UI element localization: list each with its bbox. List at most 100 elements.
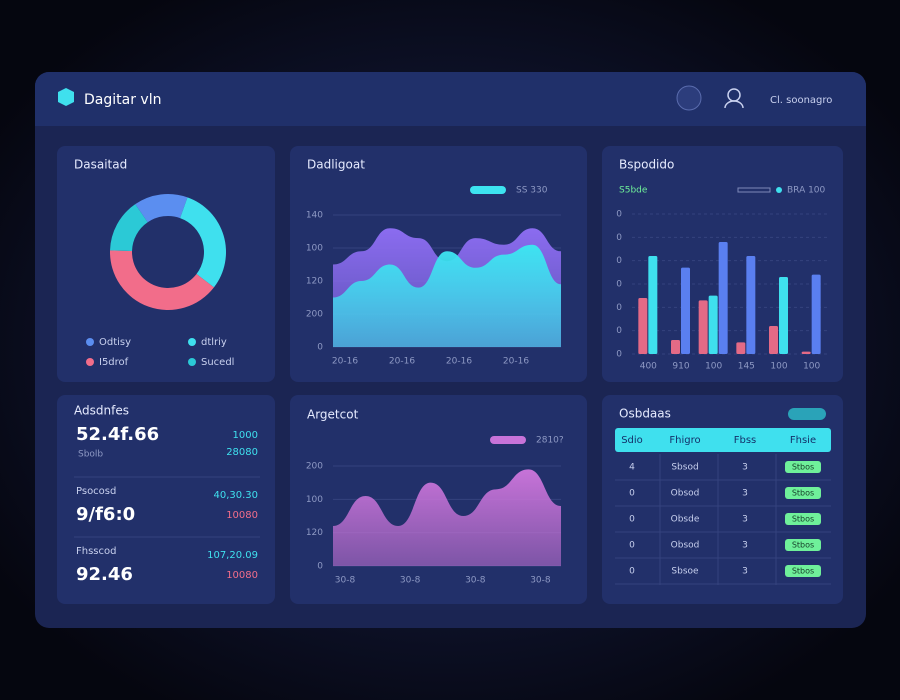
table-cell: 3 (742, 463, 748, 473)
table-cell: 3 (742, 541, 748, 551)
y-tick-label: 120 (306, 528, 323, 538)
legend-label: I5drof (99, 357, 129, 368)
y-tick-label: 200 (306, 462, 323, 472)
card-title: Dasaitad (74, 158, 127, 172)
x-tick-label: 400 (640, 362, 657, 372)
legend-swatch (86, 338, 94, 346)
legend-label: Sucedl (201, 357, 234, 368)
legend-swatch (86, 358, 94, 366)
bar (736, 342, 746, 354)
table-cell: Stbos (792, 567, 814, 576)
y-tick-label: 0 (616, 280, 622, 290)
table-cell: 0 (629, 567, 635, 577)
card-title: Argetcot (307, 408, 359, 422)
legend-swatch (188, 358, 196, 366)
table-cell: 4 (629, 463, 635, 473)
bar (718, 242, 728, 354)
card-title: Osbdaas (619, 407, 671, 421)
legend-label: dtlriy (201, 337, 227, 348)
donut-segment (180, 197, 227, 288)
y-tick-label: 0 (317, 343, 323, 353)
x-tick-label: 30-8 (335, 576, 356, 586)
status-badge (785, 565, 821, 577)
status-badge (785, 513, 821, 525)
stat-right: 40,30.30 (213, 490, 258, 501)
x-tick-label: 20-16 (446, 357, 472, 367)
y-tick-label: 0 (616, 303, 622, 313)
user-name[interactable]: Cl. soonagro (770, 95, 832, 106)
profile-icon-body (724, 100, 744, 109)
legend-label: BRA 100 (787, 186, 826, 196)
notification-icon[interactable] (676, 85, 702, 111)
x-tick-label: 20-16 (389, 357, 415, 367)
card-title: Dadligoat (307, 158, 365, 172)
card (57, 395, 275, 604)
table-cell: Sbsod (671, 463, 698, 473)
bar (681, 267, 690, 354)
stat-right-sub: 10080 (226, 570, 258, 581)
table-header (615, 428, 831, 452)
y-tick-label: 0 (616, 350, 622, 360)
y-tick-label: 100 (306, 495, 323, 505)
x-tick-label: 20-16 (332, 357, 358, 367)
legend-label: S5bde (619, 186, 648, 196)
table-cell: Stbos (792, 489, 814, 498)
legend-label: SS 330 (516, 186, 548, 196)
bar (769, 326, 778, 354)
bar (811, 274, 821, 354)
y-tick-label: 0 (317, 562, 323, 572)
x-tick-label: 145 (738, 362, 755, 372)
legend-swatch (737, 187, 771, 193)
x-tick-label: 100 (770, 362, 787, 372)
table-cell: 3 (742, 567, 748, 577)
y-tick-label: 0 (616, 256, 622, 266)
stat-value: 9/f6:0 (76, 504, 135, 525)
stat-value: 92.46 (76, 564, 133, 585)
x-tick-label: 30-8 (465, 576, 486, 586)
bar (708, 295, 718, 354)
stat-right: 107,20.09 (207, 550, 258, 561)
donut-segment (110, 250, 214, 311)
donut-segment (135, 193, 188, 223)
legend-label: 2810? (536, 436, 564, 446)
y-tick-label: 0 (616, 233, 622, 243)
bar (698, 300, 708, 354)
status-badge (785, 539, 821, 551)
table-cell: 0 (629, 489, 635, 499)
y-tick-label: 120 (306, 277, 323, 287)
table-cell: 3 (742, 515, 748, 525)
status-badge (785, 487, 821, 499)
x-tick-label: 30-8 (530, 576, 551, 586)
y-tick-label: 100 (306, 244, 323, 254)
x-tick-label: 20-16 (503, 357, 529, 367)
table-cell: 0 (629, 515, 635, 525)
legend-swatch (188, 338, 196, 346)
app-title: Dagitar vln (84, 92, 161, 108)
table-header-cell: Sdio (621, 435, 643, 446)
donut-segment (110, 204, 148, 251)
status-badge (785, 461, 821, 473)
filter-button[interactable] (788, 408, 826, 420)
table-cell: Obsde (671, 515, 700, 525)
logo (58, 88, 74, 106)
stat-right-sub: 10080 (226, 510, 258, 521)
table-cell: Sbsoe (671, 567, 699, 577)
header-bar (35, 72, 866, 126)
table-cell: 0 (629, 541, 635, 551)
table-header-cell: Fhsie (790, 435, 816, 446)
legend-swatch (776, 187, 782, 193)
legend-label: Odtisy (99, 337, 131, 348)
area (333, 244, 561, 347)
table-cell: Stbos (792, 463, 814, 472)
x-tick-label: 30-8 (400, 576, 421, 586)
bar (746, 256, 756, 354)
stat-sub: Sbolb (78, 450, 103, 460)
y-tick-label: 200 (306, 310, 323, 320)
legend-swatch (490, 436, 526, 444)
bar (779, 277, 788, 354)
bar (648, 256, 658, 354)
card-title: Bspodido (619, 158, 674, 172)
table-cell: Obsod (671, 489, 700, 499)
table-header-cell: Fbss (734, 435, 757, 446)
